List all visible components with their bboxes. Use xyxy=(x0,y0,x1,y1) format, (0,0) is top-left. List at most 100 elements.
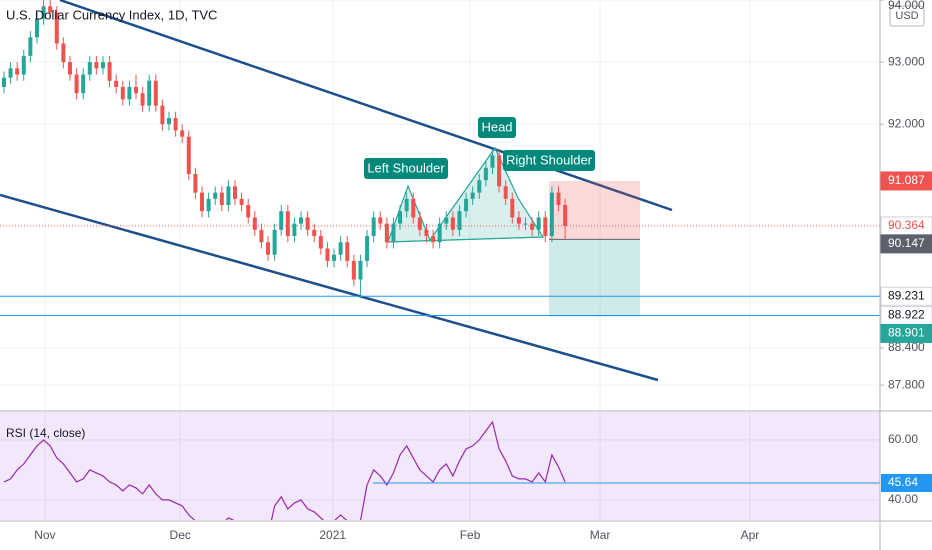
y-tick-label: 93.000 xyxy=(888,54,925,68)
candle-body xyxy=(74,74,79,94)
channel-upper xyxy=(59,0,673,212)
candle-body xyxy=(404,198,409,212)
candle-body xyxy=(206,198,211,212)
candle-body xyxy=(28,37,33,56)
y-tick-label: 94.000 xyxy=(888,0,925,12)
y-tick-label: 92.000 xyxy=(888,116,925,130)
candle-body xyxy=(21,55,26,75)
candle-body xyxy=(61,43,66,63)
rsi-title: RSI (14, close) xyxy=(6,426,85,440)
x-tick-label: Dec xyxy=(170,528,191,542)
candle-body xyxy=(15,68,20,75)
candle-body xyxy=(351,260,356,280)
candle-body xyxy=(510,198,515,218)
candle-body xyxy=(345,242,350,261)
candle-body xyxy=(543,217,548,237)
candle-body xyxy=(444,217,449,224)
candle-body xyxy=(147,80,152,106)
currency: USD xyxy=(895,10,918,22)
candle-body xyxy=(563,205,568,226)
annotation-box xyxy=(364,158,448,179)
candle-body xyxy=(193,173,198,193)
axis-labels: Nov Dec 2021 Feb Mar Apr 87.800 88.400 92.000 93.… xyxy=(34,0,932,542)
currency-box[interactable] xyxy=(889,5,925,27)
price-label: 90.364 xyxy=(888,218,925,232)
candle-body xyxy=(358,260,363,280)
candle-body xyxy=(259,229,264,243)
candle-body xyxy=(200,192,205,212)
candle-body xyxy=(272,229,277,255)
price-label: 91.087 xyxy=(888,173,925,187)
candle-body xyxy=(279,211,284,230)
candle-body xyxy=(87,62,92,75)
candle-body xyxy=(424,229,429,237)
candle-body xyxy=(483,167,488,181)
candle-body xyxy=(252,217,257,230)
candle-body xyxy=(384,223,389,243)
rsi-plot xyxy=(3,420,880,520)
candle-body xyxy=(332,254,337,261)
price-badge xyxy=(880,171,932,191)
candle-body xyxy=(153,80,158,106)
candle-body xyxy=(318,236,323,249)
candle-body xyxy=(437,223,442,243)
candle-body xyxy=(549,192,554,237)
candle-body xyxy=(8,68,13,78)
stop-zone xyxy=(549,180,640,240)
y-tick-label: 87.800 xyxy=(888,377,925,391)
candle-body xyxy=(266,242,271,255)
candle-body xyxy=(457,211,462,230)
candle-body xyxy=(391,223,396,243)
candle-body xyxy=(305,217,310,230)
candle-body xyxy=(398,211,403,224)
neckline xyxy=(387,236,544,243)
price-badge xyxy=(880,323,932,343)
candle-body xyxy=(219,192,224,205)
annotation: Left Shoulder xyxy=(367,160,445,175)
candle-body xyxy=(556,192,561,205)
rsi-background xyxy=(0,412,880,520)
candle-body xyxy=(48,6,53,13)
x-tick-label: Mar xyxy=(590,528,611,542)
candle-body xyxy=(94,62,99,69)
candle-body xyxy=(239,198,244,205)
candle-body xyxy=(490,155,495,168)
price-label: 45.64 xyxy=(888,475,918,489)
x-tick-label: 2021 xyxy=(319,528,346,542)
candle-body xyxy=(523,223,528,225)
annotation: Right Shoulder xyxy=(506,152,593,167)
candle-body xyxy=(450,217,455,230)
candle-body xyxy=(180,130,185,137)
candle-body xyxy=(41,6,46,19)
price-badge xyxy=(880,286,932,306)
channel-lower xyxy=(0,193,659,382)
candle-body xyxy=(133,86,138,94)
candle-body xyxy=(81,74,86,94)
candle-body xyxy=(470,192,475,199)
annotation-box xyxy=(478,117,516,138)
candle-body xyxy=(292,223,297,237)
y-tick-label: 40.00 xyxy=(888,492,918,506)
candle-body xyxy=(67,62,72,75)
y-tick-label: 60.00 xyxy=(888,432,918,446)
candle-body xyxy=(378,217,383,224)
rsi-line xyxy=(3,420,566,520)
candle-body xyxy=(54,12,59,44)
candle-body xyxy=(503,186,508,199)
annotation-box xyxy=(503,150,595,171)
candle-body xyxy=(285,211,290,237)
candle-body xyxy=(338,242,343,255)
candle-body xyxy=(160,105,165,125)
price-label: 88.901 xyxy=(888,326,925,340)
candle-body xyxy=(34,18,39,38)
candle-body xyxy=(464,198,469,212)
head-shoulders-pattern xyxy=(387,146,545,243)
y-tick-label: 88.400 xyxy=(888,340,925,354)
price-label: 88.922 xyxy=(888,308,925,322)
candle-body xyxy=(431,236,436,243)
candle-body xyxy=(120,86,125,100)
price-badge xyxy=(880,234,932,254)
candle-body xyxy=(233,186,238,199)
target-zone xyxy=(549,239,640,317)
